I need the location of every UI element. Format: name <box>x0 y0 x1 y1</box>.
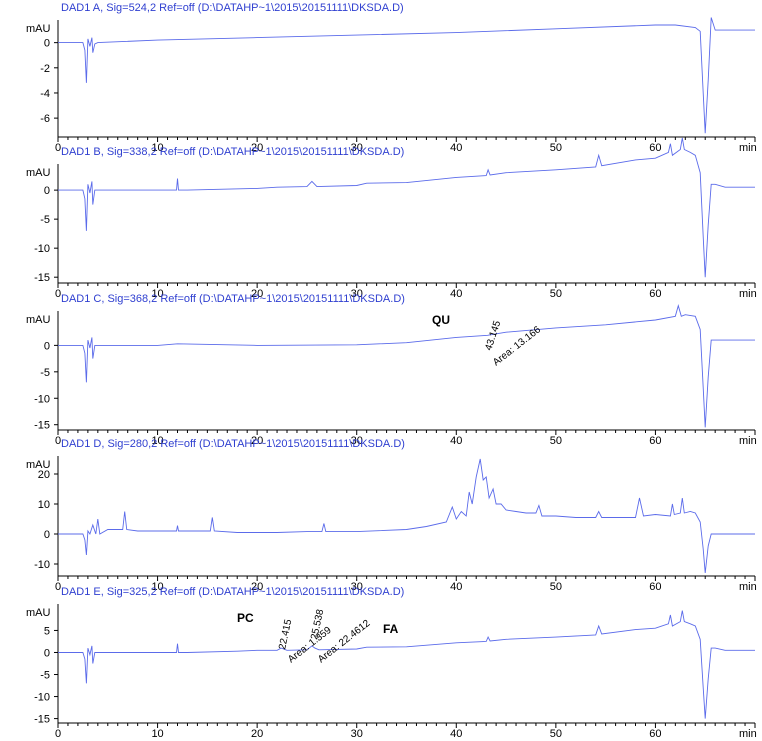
y-tick-label: -10 <box>34 243 50 255</box>
x-tick-label: 30 <box>351 142 363 154</box>
x-tick-label: 20 <box>251 288 263 300</box>
y-tick-label: -10 <box>34 393 50 405</box>
x-tick-label: 10 <box>151 435 163 447</box>
x-tick-label: 10 <box>151 288 163 300</box>
y-tick-label: -15 <box>34 714 50 726</box>
x-tick-label: 20 <box>251 435 263 447</box>
chart-title: DAD1 B, Sig=338,2 Ref=off (D:\DATAHP~1\2… <box>61 146 404 158</box>
y-tick-label: -5 <box>40 214 50 226</box>
y-tick-label: 0 <box>44 647 50 659</box>
x-tick-label: 20 <box>251 142 263 154</box>
x-axis-label: min <box>739 288 757 300</box>
y-tick-label: 10 <box>38 499 50 511</box>
series-line <box>58 17 755 134</box>
y-tick-label: 0 <box>44 38 50 50</box>
series-line <box>58 137 755 278</box>
x-tick-label: 10 <box>151 581 163 593</box>
y-axis-label: mAU <box>26 459 51 471</box>
y-axis-label: mAU <box>26 314 51 326</box>
y-tick-label: 0 <box>44 340 50 352</box>
series-line <box>58 304 755 428</box>
chart-panel-1: DAD1 A, Sig=524,2 Ref=off (D:\DATAHP~1\2… <box>26 2 757 154</box>
y-axis-label: mAU <box>26 607 51 619</box>
x-axis-label: min <box>739 728 757 740</box>
x-tick-label: 30 <box>351 435 363 447</box>
chart-title: DAD1 C, Sig=368,2 Ref=off (D:\DATAHP~1\2… <box>61 293 405 305</box>
x-tick-label: 50 <box>550 728 562 740</box>
x-tick-label: 50 <box>550 435 562 447</box>
y-tick-label: 5 <box>44 625 50 637</box>
y-tick-label: -5 <box>40 367 50 379</box>
x-tick-label: 30 <box>351 288 363 300</box>
x-tick-label: 10 <box>151 728 163 740</box>
peak-annotation: Area: 22.4612 <box>316 618 373 666</box>
x-tick-label: 50 <box>550 581 562 593</box>
x-tick-label: 30 <box>351 728 363 740</box>
y-tick-label: 0 <box>44 185 50 197</box>
chart-panel-2: DAD1 B, Sig=338,2 Ref=off (D:\DATAHP~1\2… <box>26 137 757 300</box>
x-axis-label: min <box>739 142 757 154</box>
x-tick-label: 40 <box>450 581 462 593</box>
peak-annotation: 22.415 <box>277 618 294 651</box>
chart-title: DAD1 D, Sig=280,2 Ref=off (D:\DATAHP~1\2… <box>61 438 405 450</box>
peak-annotation: FA <box>383 622 399 636</box>
x-tick-label: 50 <box>550 288 562 300</box>
peak-annotation: QU <box>432 313 450 327</box>
x-tick-label: 0 <box>55 142 61 154</box>
chart-panel-4: DAD1 D, Sig=280,2 Ref=off (D:\DATAHP~1\2… <box>26 438 757 593</box>
x-tick-label: 10 <box>151 142 163 154</box>
y-tick-label: -2 <box>40 63 50 75</box>
x-tick-label: 20 <box>251 581 263 593</box>
x-axis-label: min <box>739 435 757 447</box>
chart-panel-5: DAD1 E, Sig=325,2 Ref=off (D:\DATAHP~1\2… <box>26 586 757 740</box>
y-tick-label: 20 <box>38 469 50 481</box>
x-tick-label: 40 <box>450 142 462 154</box>
peak-annotation: PC <box>237 611 254 625</box>
y-tick-label: -6 <box>40 113 50 125</box>
x-tick-label: 50 <box>550 142 562 154</box>
y-tick-label: -5 <box>40 670 50 682</box>
x-tick-label: 40 <box>450 728 462 740</box>
x-tick-label: 60 <box>649 142 661 154</box>
chart-panel-3: DAD1 C, Sig=368,2 Ref=off (D:\DATAHP~1\2… <box>26 293 757 447</box>
y-tick-label: -15 <box>34 420 50 432</box>
y-tick-label: -15 <box>34 272 50 284</box>
chart-title: DAD1 E, Sig=325,2 Ref=off (D:\DATAHP~1\2… <box>61 586 404 598</box>
series-line <box>58 458 755 574</box>
x-tick-label: 60 <box>649 581 661 593</box>
x-tick-label: 0 <box>55 435 61 447</box>
x-tick-label: 0 <box>55 581 61 593</box>
y-tick-label: 0 <box>44 529 50 541</box>
x-tick-label: 40 <box>450 435 462 447</box>
x-tick-label: 40 <box>450 288 462 300</box>
y-axis-label: mAU <box>26 23 51 35</box>
x-tick-label: 60 <box>649 728 661 740</box>
y-tick-label: -4 <box>40 88 50 100</box>
x-axis-label: min <box>739 581 757 593</box>
y-tick-label: -10 <box>34 559 50 571</box>
y-axis-label: mAU <box>26 167 51 179</box>
x-tick-label: 30 <box>351 581 363 593</box>
x-tick-label: 20 <box>251 728 263 740</box>
y-tick-label: -10 <box>34 692 50 704</box>
x-tick-label: 0 <box>55 728 61 740</box>
x-tick-label: 60 <box>649 435 661 447</box>
x-tick-label: 0 <box>55 288 61 300</box>
chart-title: DAD1 A, Sig=524,2 Ref=off (D:\DATAHP~1\2… <box>61 2 404 14</box>
series-line <box>58 610 755 719</box>
x-tick-label: 60 <box>649 288 661 300</box>
